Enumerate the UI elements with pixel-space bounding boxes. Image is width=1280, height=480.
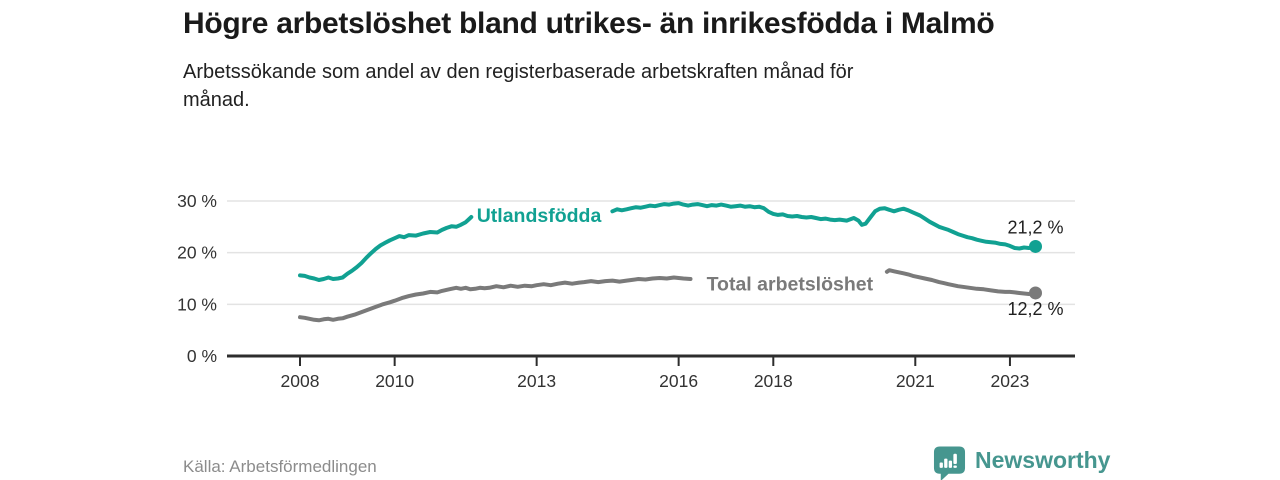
newsworthy-logo-icon	[933, 446, 966, 480]
x-tick-label: 2010	[375, 371, 414, 391]
series-line-utlandsf-dda	[610, 201, 1038, 251]
chart-subtitle: Arbetssökande som andel av den registerb…	[183, 60, 854, 111]
series-line-total-arbetsl-shet	[298, 275, 693, 323]
newsworthy-logo-text: Newsworthy	[975, 447, 1111, 473]
y-tick-label: 20 %	[177, 243, 217, 263]
chart-header: Högre arbetslöshet bland utrikes- än inr…	[183, 4, 1083, 114]
source-note: Källa: Arbetsförmedlingen	[183, 457, 377, 476]
series-label: Total arbetslöshet	[707, 274, 874, 296]
x-tick-label: 2018	[754, 371, 793, 391]
x-tick-label: 2023	[990, 371, 1029, 391]
chart-title: Högre arbetslöshet bland utrikes- än inr…	[183, 7, 995, 40]
y-tick-label: 10 %	[177, 294, 217, 314]
x-tick-label: 2008	[281, 371, 320, 391]
series-endpoint-dot	[1029, 239, 1043, 253]
x-tick-label: 2016	[659, 371, 698, 391]
series-label: Utlandsfödda	[477, 205, 602, 227]
series-endpoint-dot	[1029, 286, 1043, 300]
x-tick-label: 2013	[517, 371, 556, 391]
newsworthy-logo[interactable]: Newsworthy	[933, 445, 1110, 480]
end-value-label: 21,2 %	[1007, 217, 1063, 237]
y-tick-label: 30 %	[177, 191, 217, 211]
end-value-label: 12,2 %	[1007, 299, 1063, 319]
x-tick-label: 2021	[896, 371, 935, 391]
series-line-utlandsf-dda	[298, 215, 474, 282]
series-line-total-arbetsl-shet	[884, 268, 1038, 296]
y-tick-label: 0 %	[187, 346, 217, 366]
